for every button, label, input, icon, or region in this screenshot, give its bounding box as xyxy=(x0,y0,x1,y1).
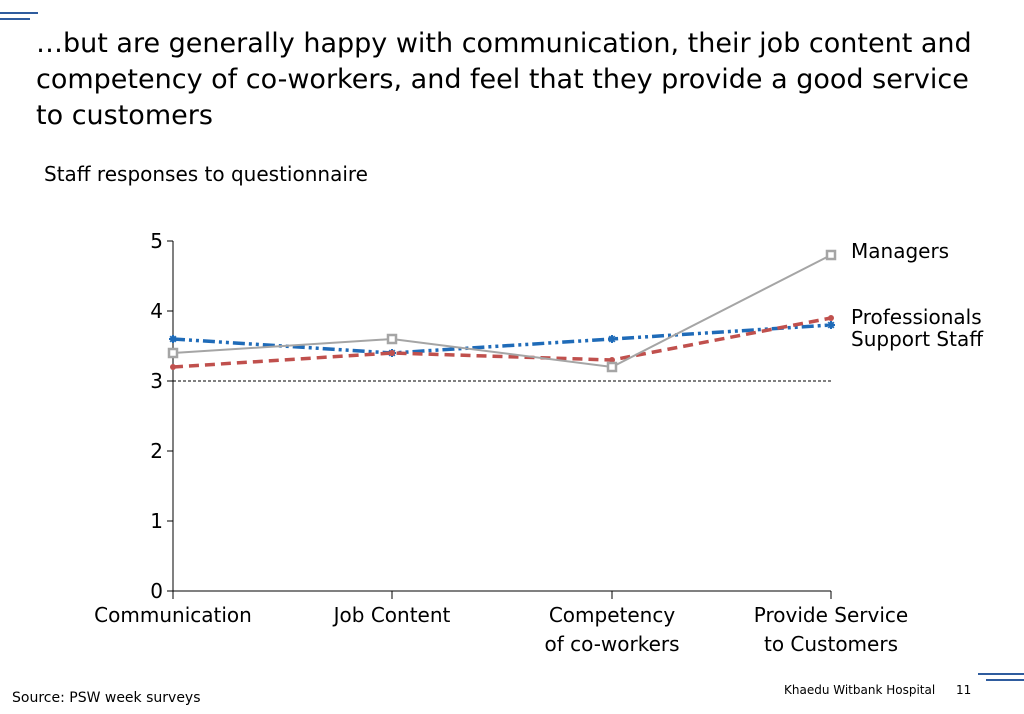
y-tick-label: 5 xyxy=(150,229,163,253)
decor-line-top-1 xyxy=(0,12,38,14)
chart-subtitle: Staff responses to questionnaire xyxy=(44,162,368,186)
data-point-professionals xyxy=(828,315,834,321)
data-point-support-staff xyxy=(608,335,616,343)
x-category-label: Competency xyxy=(549,603,676,627)
series-line-support-staff xyxy=(172,323,832,355)
data-point-support-staff xyxy=(169,335,177,343)
legend-label-professionals: Professionals xyxy=(851,305,982,329)
legend-label-managers: Managers xyxy=(851,239,949,263)
data-point-professionals xyxy=(170,364,176,370)
series-line-professionals xyxy=(172,316,832,369)
decor-line-bottom-1 xyxy=(978,673,1024,675)
y-tick-label: 2 xyxy=(150,439,163,463)
page-number: 11 xyxy=(956,683,972,697)
x-category-label: Provide Service xyxy=(754,603,908,627)
data-point-managers xyxy=(386,333,398,345)
source-note: Source: PSW week surveys xyxy=(12,690,201,706)
slide-title: …but are generally happy with communicat… xyxy=(36,28,972,131)
y-tick-label: 1 xyxy=(150,509,163,533)
y-tick-label: 3 xyxy=(150,369,163,393)
x-category-label: to Customers xyxy=(764,632,898,656)
data-point-professionals xyxy=(609,357,615,363)
data-point-professionals xyxy=(389,350,395,356)
x-category-label: Communication xyxy=(94,603,252,627)
x-category-label: Job Content xyxy=(332,603,451,627)
footer-organization: Khaedu Witbank Hospital xyxy=(784,683,936,697)
legend-label-support-staff: Support Staff xyxy=(851,327,984,351)
data-point-managers xyxy=(606,361,618,373)
y-tick-label: 0 xyxy=(150,579,163,603)
x-category-label: of co-workers xyxy=(544,632,679,656)
data-point-managers xyxy=(825,249,837,261)
y-tick-label: 4 xyxy=(150,299,163,323)
decor-line-bottom-2 xyxy=(986,679,1024,681)
decor-line-top-2 xyxy=(0,18,30,20)
data-point-support-staff xyxy=(827,321,835,329)
data-point-managers xyxy=(167,347,179,359)
series-line-managers xyxy=(172,254,832,369)
